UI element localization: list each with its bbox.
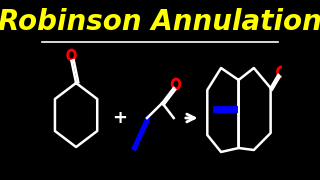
Text: Robinson Annulation: Robinson Annulation bbox=[0, 8, 320, 36]
Text: +: + bbox=[112, 109, 127, 127]
